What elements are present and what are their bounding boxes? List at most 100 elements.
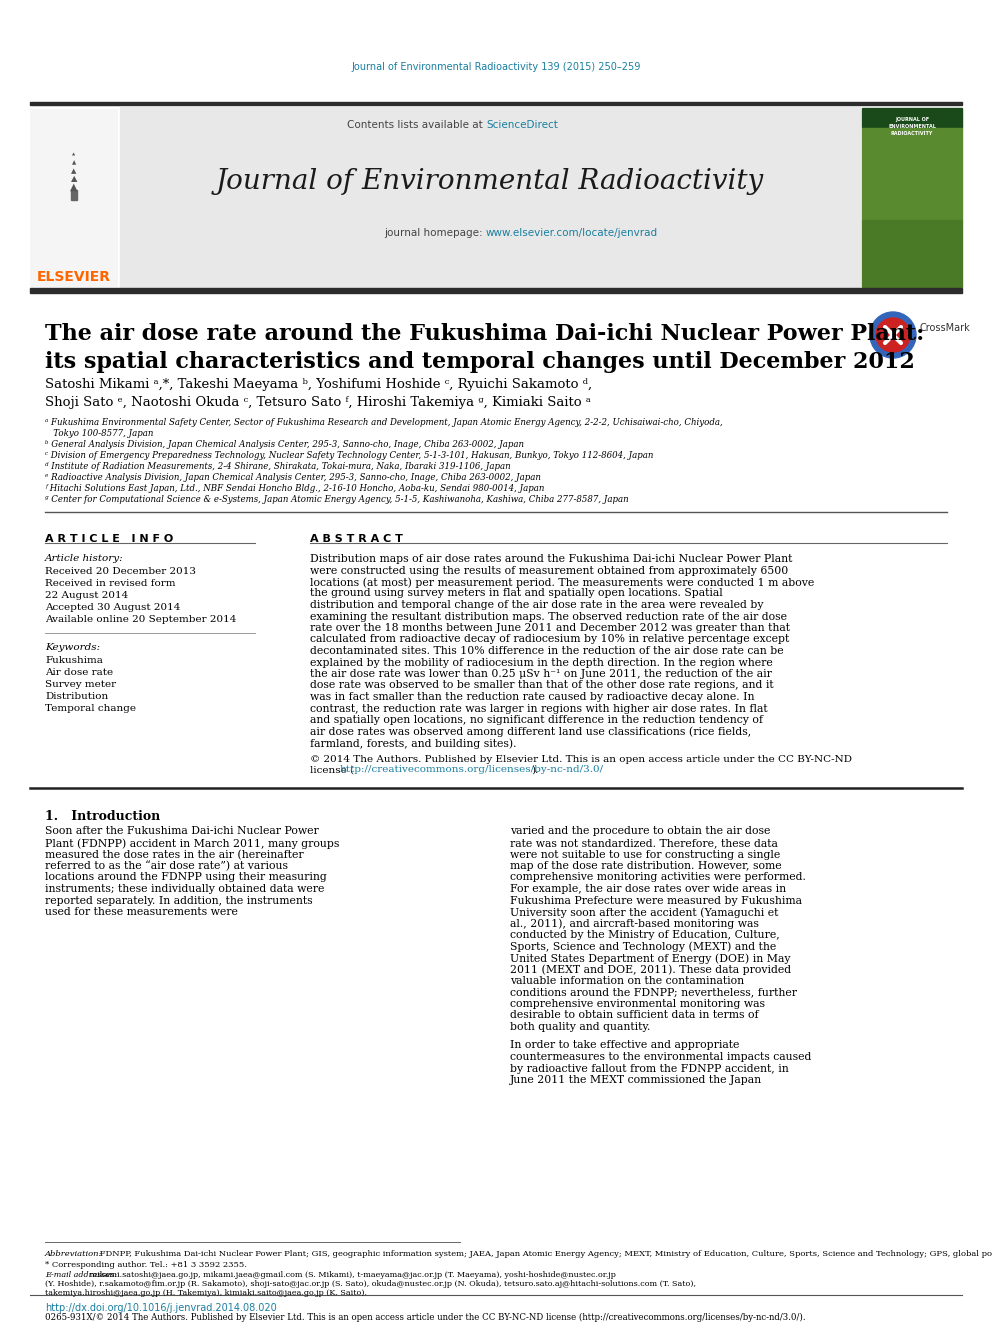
Text: ▲: ▲ — [71, 168, 76, 175]
Text: ᵉ Radioactive Analysis Division, Japan Chemical Analysis Center, 295-3, Sanno-ch: ᵉ Radioactive Analysis Division, Japan C… — [45, 474, 541, 482]
Text: ᶜ Division of Emergency Preparedness Technology, Nuclear Safety Technology Cente: ᶜ Division of Emergency Preparedness Tec… — [45, 451, 654, 460]
Text: license (: license ( — [310, 766, 354, 774]
Text: journal homepage:: journal homepage: — [384, 228, 486, 238]
Text: Survey meter: Survey meter — [45, 680, 116, 689]
Text: ▲: ▲ — [70, 183, 77, 192]
Bar — [30, 288, 962, 292]
Text: Sports, Science and Technology (MEXT) and the: Sports, Science and Technology (MEXT) an… — [510, 942, 777, 953]
Text: Accepted 30 August 2014: Accepted 30 August 2014 — [45, 603, 181, 613]
Text: Satoshi Mikami ᵃ,*, Takeshi Maeyama ᵇ, Yoshifumi Hoshide ᶜ, Ryuichi Sakamoto ᵈ,: Satoshi Mikami ᵃ,*, Takeshi Maeyama ᵇ, Y… — [45, 378, 592, 392]
Text: http://creativecommons.org/licenses/by-nc-nd/3.0/: http://creativecommons.org/licenses/by-n… — [340, 766, 604, 774]
Text: © 2014 The Authors. Published by Elsevier Ltd. This is an open access article un: © 2014 The Authors. Published by Elsevie… — [310, 754, 852, 763]
Bar — [30, 102, 962, 105]
Text: ELSEVIER: ELSEVIER — [37, 270, 111, 284]
Bar — [30, 108, 118, 287]
Bar — [862, 108, 962, 287]
Text: decontaminated sites. This 10% difference in the reduction of the air dose rate : decontaminated sites. This 10% differenc… — [310, 646, 784, 656]
Text: were constructed using the results of measurement obtained from approximately 65: were constructed using the results of me… — [310, 565, 789, 576]
Text: Journal of Environmental Radioactivity 139 (2015) 250–259: Journal of Environmental Radioactivity 1… — [351, 62, 641, 71]
Text: contrast, the reduction rate was larger in regions with higher air dose rates. I: contrast, the reduction rate was larger … — [310, 704, 768, 713]
Bar — [71, 191, 77, 200]
Text: ▲: ▲ — [72, 153, 75, 157]
Text: Plant (FDNPP) accident in March 2011, many groups: Plant (FDNPP) accident in March 2011, ma… — [45, 837, 339, 848]
Text: and spatially open locations, no significant difference in the reduction tendenc: and spatially open locations, no signifi… — [310, 714, 763, 725]
Text: both quality and quantity.: both quality and quantity. — [510, 1021, 651, 1032]
Text: measured the dose rates in the air (hereinafter: measured the dose rates in the air (here… — [45, 849, 304, 860]
Text: ).: ). — [531, 766, 539, 774]
Text: al., 2011), and aircraft-based monitoring was: al., 2011), and aircraft-based monitorin… — [510, 918, 759, 929]
Text: were not suitable to use for constructing a single: were not suitable to use for constructin… — [510, 849, 781, 860]
Text: CrossMark: CrossMark — [920, 323, 971, 333]
Text: varied and the procedure to obtain the air dose: varied and the procedure to obtain the a… — [510, 827, 771, 836]
Text: A B S T R A C T: A B S T R A C T — [310, 534, 403, 544]
Text: 1.   Introduction: 1. Introduction — [45, 810, 161, 823]
Text: Article history:: Article history: — [45, 554, 124, 564]
Text: University soon after the accident (Yamaguchi et: University soon after the accident (Yama… — [510, 908, 779, 918]
Text: Distribution maps of air dose rates around the Fukushima Dai-ichi Nuclear Power : Distribution maps of air dose rates arou… — [310, 554, 793, 564]
Bar — [862, 128, 962, 220]
Text: June 2011 the MEXT commissioned the Japan: June 2011 the MEXT commissioned the Japa… — [510, 1076, 762, 1085]
Text: farmland, forests, and building sites).: farmland, forests, and building sites). — [310, 738, 517, 749]
Text: reported separately. In addition, the instruments: reported separately. In addition, the in… — [45, 896, 312, 905]
Text: ScienceDirect: ScienceDirect — [486, 120, 558, 130]
Text: The air dose rate around the Fukushima Dai-ichi Nuclear Power Plant:: The air dose rate around the Fukushima D… — [45, 323, 925, 345]
Text: distribution and temporal change of the air dose rate in the area were revealed : distribution and temporal change of the … — [310, 601, 764, 610]
Text: JOURNAL OF
ENVIRONMENTAL
RADIOACTIVITY: JOURNAL OF ENVIRONMENTAL RADIOACTIVITY — [888, 116, 935, 136]
Text: referred to as the “air dose rate”) at various: referred to as the “air dose rate”) at v… — [45, 861, 288, 872]
Text: map of the dose rate distribution. However, some: map of the dose rate distribution. Howev… — [510, 861, 782, 871]
Circle shape — [870, 312, 916, 359]
Text: Journal of Environmental Radioactivity: Journal of Environmental Radioactivity — [216, 168, 764, 194]
Text: A R T I C L E   I N F O: A R T I C L E I N F O — [45, 534, 174, 544]
Text: ᵈ Institute of Radiation Measurements, 2-4 Shirane, Shirakata, Tokai-mura, Naka,: ᵈ Institute of Radiation Measurements, 2… — [45, 462, 511, 471]
Text: locations (at most) per measurement period. The measurements were conducted 1 m : locations (at most) per measurement peri… — [310, 577, 814, 587]
Text: rate was not standardized. Therefore, these data: rate was not standardized. Therefore, th… — [510, 837, 778, 848]
Text: Fukushima: Fukushima — [45, 656, 103, 665]
Text: ᵇ General Analysis Division, Japan Chemical Analysis Center, 295-3, Sanno-cho, I: ᵇ General Analysis Division, Japan Chemi… — [45, 441, 524, 448]
Text: takemiya.hiroshi@jaea.go.jp (H. Takemiya), kimiaki.saito@jaea.go.jp (K. Saito).: takemiya.hiroshi@jaea.go.jp (H. Takemiya… — [45, 1289, 367, 1297]
Bar — [862, 108, 962, 128]
Text: Fukushima Prefecture were measured by Fukushima: Fukushima Prefecture were measured by Fu… — [510, 896, 802, 905]
Text: ᶠ Hitachi Solutions East Japan, Ltd., NBF Sendai Honcho Bldg., 2-16-10 Honcho, A: ᶠ Hitachi Solutions East Japan, Ltd., NB… — [45, 484, 545, 493]
Text: In order to take effective and appropriate: In order to take effective and appropria… — [510, 1040, 739, 1050]
Text: * Corresponding author. Tel.: +81 3 3592 2355.: * Corresponding author. Tel.: +81 3 3592… — [45, 1261, 247, 1269]
Text: valuable information on the contamination: valuable information on the contaminatio… — [510, 976, 744, 986]
Text: dose rate was observed to be smaller than that of the other dose rate regions, a: dose rate was observed to be smaller tha… — [310, 680, 774, 691]
Text: explained by the mobility of radiocesium in the depth direction. In the region w: explained by the mobility of radiocesium… — [310, 658, 773, 668]
Text: the ground using survey meters in flat and spatially open locations. Spatial: the ground using survey meters in flat a… — [310, 589, 723, 598]
Text: the air dose rate was lower than 0.25 μSv h⁻¹ on June 2011, the reduction of the: the air dose rate was lower than 0.25 μS… — [310, 669, 772, 679]
Text: Shoji Sato ᵉ, Naotoshi Okuda ᶜ, Tetsuro Sato ᶠ, Hiroshi Takemiya ᵍ, Kimiaki Sait: Shoji Sato ᵉ, Naotoshi Okuda ᶜ, Tetsuro … — [45, 396, 591, 409]
Text: Tokyo 100-8577, Japan: Tokyo 100-8577, Japan — [45, 429, 154, 438]
Text: ▲: ▲ — [71, 160, 76, 165]
Text: rate over the 18 months between June 2011 and December 2012 was greater than tha: rate over the 18 months between June 201… — [310, 623, 790, 632]
Text: E-mail addresses:: E-mail addresses: — [45, 1271, 117, 1279]
Text: its spatial characteristics and temporal changes until December 2012: its spatial characteristics and temporal… — [45, 351, 915, 373]
Text: Keywords:: Keywords: — [45, 643, 100, 652]
Text: used for these measurements were: used for these measurements were — [45, 908, 238, 917]
Bar — [862, 220, 962, 287]
Text: Soon after the Fukushima Dai-ichi Nuclear Power: Soon after the Fukushima Dai-ichi Nuclea… — [45, 827, 318, 836]
Text: For example, the air dose rates over wide areas in: For example, the air dose rates over wid… — [510, 884, 786, 894]
Text: conditions around the FDNPP; nevertheless, further: conditions around the FDNPP; nevertheles… — [510, 987, 797, 998]
Text: http://dx.doi.org/10.1016/j.jenvrad.2014.08.020: http://dx.doi.org/10.1016/j.jenvrad.2014… — [45, 1303, 277, 1312]
Text: 2011 (MEXT and DOE, 2011). These data provided: 2011 (MEXT and DOE, 2011). These data pr… — [510, 964, 792, 975]
Text: instruments; these individually obtained data were: instruments; these individually obtained… — [45, 884, 324, 894]
Text: was in fact smaller than the reduction rate caused by radioactive decay alone. I: was in fact smaller than the reduction r… — [310, 692, 755, 703]
Text: conducted by the Ministry of Education, Culture,: conducted by the Ministry of Education, … — [510, 930, 780, 941]
Text: Air dose rate: Air dose rate — [45, 668, 113, 677]
Text: Received in revised form: Received in revised form — [45, 579, 176, 587]
Text: examining the resultant distribution maps. The observed reduction rate of the ai: examining the resultant distribution map… — [310, 611, 787, 622]
Text: mikami.satoshi@jaea.go.jp, mikami.jaea@gmail.com (S. Mikami), t-maeyama@jac.or.j: mikami.satoshi@jaea.go.jp, mikami.jaea@g… — [87, 1271, 616, 1279]
Text: ▲: ▲ — [70, 175, 77, 184]
Text: www.elsevier.com/locate/jenvrad: www.elsevier.com/locate/jenvrad — [486, 228, 658, 238]
Text: FDNPP, Fukushima Dai-ichi Nuclear Power Plant; GIS, geographic information syste: FDNPP, Fukushima Dai-ichi Nuclear Power … — [97, 1250, 992, 1258]
Text: 0265-931X/© 2014 The Authors. Published by Elsevier Ltd. This is an open access : 0265-931X/© 2014 The Authors. Published … — [45, 1312, 806, 1322]
Text: comprehensive environmental monitoring was: comprehensive environmental monitoring w… — [510, 999, 765, 1009]
Text: countermeasures to the environmental impacts caused: countermeasures to the environmental imp… — [510, 1052, 811, 1062]
Text: Available online 20 September 2014: Available online 20 September 2014 — [45, 615, 236, 624]
Text: Contents lists available at: Contents lists available at — [347, 120, 486, 130]
Text: Received 20 December 2013: Received 20 December 2013 — [45, 568, 196, 576]
Text: locations around the FDNPP using their measuring: locations around the FDNPP using their m… — [45, 872, 326, 882]
Text: Temporal change: Temporal change — [45, 704, 136, 713]
Text: 22 August 2014: 22 August 2014 — [45, 591, 128, 601]
Text: air dose rates was observed among different land use classifications (rice field: air dose rates was observed among differ… — [310, 726, 751, 737]
